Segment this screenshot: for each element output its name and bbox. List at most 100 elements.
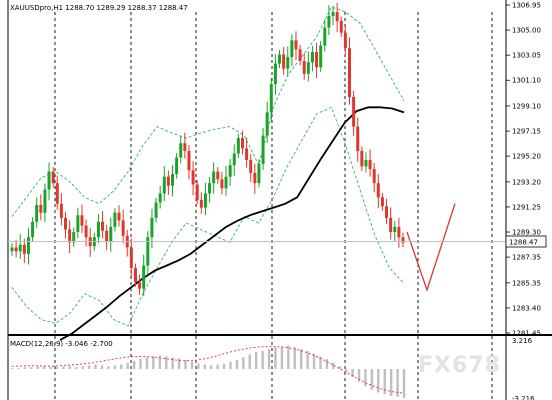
current-price-marker bbox=[505, 235, 547, 248]
candle-body bbox=[393, 226, 397, 233]
candle-body bbox=[175, 157, 179, 175]
candle-body bbox=[290, 40, 294, 58]
candle-body bbox=[216, 171, 220, 180]
candle-body bbox=[269, 84, 273, 113]
symbol-header: XAUUSDpro,H1 1288.70 1289.29 1288.37 128… bbox=[10, 4, 188, 12]
candle-body bbox=[166, 176, 170, 186]
price-tick-label: 1297.15 bbox=[512, 128, 541, 136]
candle-body bbox=[113, 212, 117, 227]
candle-body bbox=[171, 174, 175, 186]
macd-scale: 3.216 -3.216 bbox=[512, 337, 535, 400]
candle-body bbox=[80, 215, 84, 226]
candle-body bbox=[360, 150, 364, 167]
candle-body bbox=[380, 197, 384, 207]
candle-body bbox=[76, 215, 80, 233]
candle-body bbox=[183, 143, 187, 151]
price-tick-label: 1281.45 bbox=[512, 330, 541, 338]
candle-body bbox=[298, 49, 302, 61]
candle-body bbox=[343, 32, 347, 49]
candle-body bbox=[47, 171, 51, 190]
price-tick-label: 1289.30 bbox=[512, 229, 541, 237]
candle-body bbox=[397, 226, 401, 238]
candle-body bbox=[372, 169, 376, 184]
candle-body bbox=[150, 217, 154, 238]
candle-body bbox=[146, 237, 150, 266]
candle-body bbox=[55, 183, 59, 204]
macd-signal-line bbox=[11, 346, 405, 394]
candle-body bbox=[294, 40, 298, 50]
bollinger-bands bbox=[11, 6, 405, 327]
candle-body bbox=[228, 165, 232, 177]
candle-body bbox=[385, 206, 389, 218]
candle-body bbox=[212, 171, 216, 184]
candle-body bbox=[323, 27, 327, 46]
candle-body bbox=[257, 163, 261, 184]
candle-body bbox=[232, 153, 236, 166]
candle-body bbox=[39, 205, 43, 213]
period-separators bbox=[54, 12, 493, 400]
price-tick-label: 1293.20 bbox=[512, 178, 541, 186]
candle-body bbox=[162, 176, 166, 194]
candle-body bbox=[109, 226, 113, 242]
candlesticks bbox=[10, 2, 405, 297]
candle-body bbox=[376, 183, 380, 198]
candle-body bbox=[105, 230, 109, 242]
projection-path bbox=[406, 203, 456, 292]
current-price-label: 1288.47 bbox=[509, 239, 538, 247]
macd-tick-label: -3.216 bbox=[512, 395, 535, 400]
candle-body bbox=[302, 60, 306, 74]
candle-body bbox=[158, 193, 162, 203]
candle-body bbox=[282, 54, 286, 69]
price-tick-label: 1295.20 bbox=[512, 153, 541, 161]
candle-body bbox=[31, 221, 35, 238]
candle-body bbox=[179, 143, 183, 158]
candle-body bbox=[101, 221, 105, 231]
candle-body bbox=[236, 138, 240, 154]
candle-body bbox=[35, 205, 39, 222]
candle-body bbox=[245, 148, 249, 160]
candle-body bbox=[278, 54, 282, 64]
candle-body bbox=[195, 184, 199, 200]
candle-body bbox=[142, 265, 146, 289]
candle-body bbox=[286, 57, 290, 69]
candle-body bbox=[261, 135, 265, 164]
moving-average-line bbox=[59, 106, 405, 341]
macd-panel bbox=[10, 345, 406, 398]
price-tick-label: 1291.25 bbox=[512, 203, 541, 211]
price-tick-label: 1306.95 bbox=[512, 2, 541, 10]
price-tick-label: 1285.35 bbox=[512, 279, 541, 287]
macd-tick-label: 3.216 bbox=[512, 337, 533, 345]
candle-body bbox=[240, 138, 244, 149]
candle-body bbox=[96, 221, 100, 238]
candle-body bbox=[59, 203, 63, 218]
candle-body bbox=[347, 48, 351, 97]
candle-body bbox=[68, 229, 72, 243]
price-scale: 1306.95 1305.00 1303.05 1301.10 1299.10 1297.… bbox=[506, 2, 541, 338]
candle-body bbox=[364, 159, 368, 167]
price-tick-label: 1287.35 bbox=[512, 254, 541, 262]
candle-body bbox=[51, 171, 55, 184]
candle-body bbox=[265, 112, 269, 136]
candle-body bbox=[319, 45, 323, 68]
candle-body bbox=[389, 217, 393, 233]
candle-body bbox=[368, 159, 372, 169]
candle-body bbox=[154, 202, 158, 218]
candle-body bbox=[10, 247, 14, 252]
price-tick-label: 1303.05 bbox=[512, 52, 541, 60]
candle-body bbox=[220, 179, 224, 189]
candle-body bbox=[315, 51, 319, 68]
price-tick-label: 1299.10 bbox=[512, 102, 541, 110]
price-tick-label: 1301.10 bbox=[512, 77, 541, 85]
candle-body bbox=[306, 62, 310, 74]
candle-body bbox=[208, 183, 212, 194]
candle-body bbox=[187, 150, 191, 171]
price-tick-label: 1305.00 bbox=[512, 27, 541, 35]
candle-body bbox=[331, 12, 335, 16]
macd-header: MACD(12,26,9) -3.046 -2.700 bbox=[10, 340, 113, 348]
candle-body bbox=[273, 63, 277, 85]
candle-body bbox=[133, 268, 137, 283]
candle-body bbox=[356, 126, 360, 151]
bollinger-upper-band bbox=[11, 6, 405, 217]
